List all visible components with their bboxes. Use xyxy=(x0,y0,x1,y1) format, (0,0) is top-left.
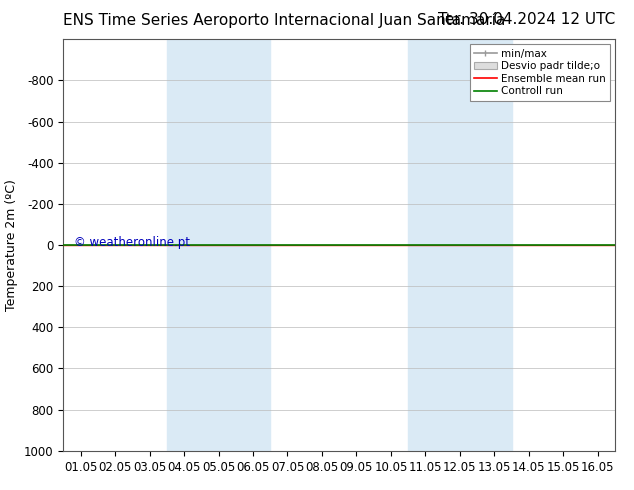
Bar xyxy=(167,39,270,451)
Bar xyxy=(408,39,512,451)
Text: © weatheronline.pt: © weatheronline.pt xyxy=(74,237,190,249)
Legend: min/max, Desvio padr tilde;o, Ensemble mean run, Controll run: min/max, Desvio padr tilde;o, Ensemble m… xyxy=(470,45,610,100)
Text: ENS Time Series Aeroporto Internacional Juan Santamaría: ENS Time Series Aeroporto Internacional … xyxy=(63,12,506,28)
Text: Ter. 30.04.2024 12 UTC: Ter. 30.04.2024 12 UTC xyxy=(437,12,615,27)
Y-axis label: Temperature 2m (ºC): Temperature 2m (ºC) xyxy=(6,179,18,311)
